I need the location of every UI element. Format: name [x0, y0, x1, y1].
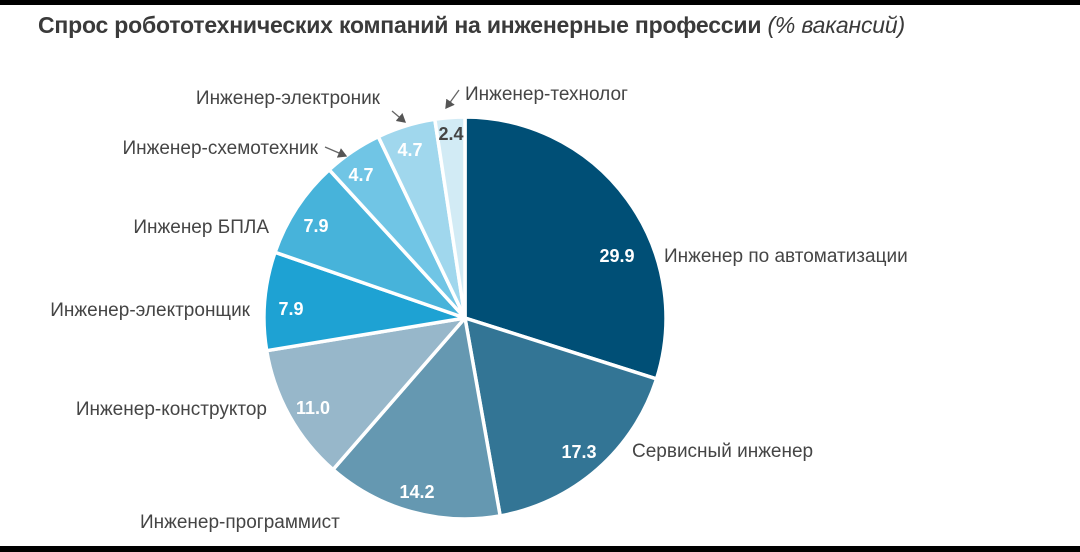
title-text: Спрос робототехнических компаний на инже…	[38, 12, 762, 38]
value-label: 7.9	[303, 216, 328, 236]
pie-slice	[273, 168, 467, 320]
bottom-border	[0, 546, 1080, 552]
category-label: Инженер-электронщик	[50, 300, 250, 321]
pie-slice	[262, 250, 467, 353]
pie-slice	[433, 115, 467, 320]
category-label: Инженер-электроник	[196, 88, 381, 109]
pie-slice	[463, 115, 668, 381]
value-label: 29.9	[599, 246, 634, 266]
value-label: 14.2	[399, 482, 434, 502]
value-label: 11.0	[296, 398, 330, 418]
top-border	[0, 0, 1080, 5]
value-label: 4.7	[397, 140, 422, 160]
value-label: 7.9	[278, 299, 303, 319]
value-label: 4.7	[348, 165, 373, 185]
category-label: Инженер по автоматизации	[664, 246, 908, 267]
category-label: Инженер-конструктор	[76, 399, 267, 420]
pie-slice	[264, 316, 467, 472]
category-label: Инженер БПЛА	[133, 217, 269, 238]
value-label: 17.3	[561, 442, 596, 462]
category-label: Инженер-программист	[140, 512, 340, 533]
value-label: 2.4	[438, 124, 463, 144]
pie-slice	[463, 316, 659, 518]
pie-slice	[331, 316, 502, 521]
leader-arrow	[391, 110, 406, 123]
category-label: Инженер-схемотехник	[122, 138, 318, 159]
category-label: Сервисный инженер	[632, 441, 813, 462]
category-label: Инженер-технолог	[465, 84, 628, 105]
title-unit: (% вакансий)	[767, 12, 905, 38]
leader-arrow	[324, 146, 348, 158]
leader-arrow	[445, 89, 460, 110]
chart-title: Спрос робототехнических компаний на инже…	[38, 12, 905, 39]
